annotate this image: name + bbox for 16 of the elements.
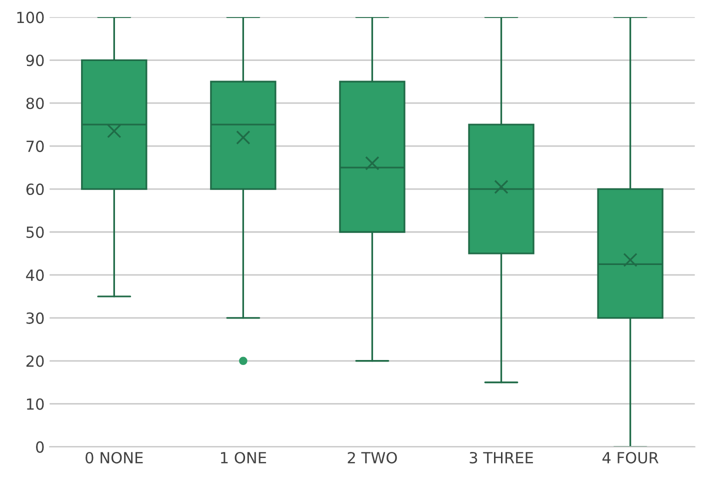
y-tick-label: 40 xyxy=(26,269,44,281)
x-tick-label: 4 FOUR xyxy=(602,452,658,464)
x-tick-label: 2 TWO xyxy=(348,452,397,464)
y-tick-label: 100 xyxy=(17,12,44,24)
y-tick-label: 60 xyxy=(26,184,44,196)
y-tick-label: 70 xyxy=(26,140,44,152)
y-tick-label: 30 xyxy=(26,312,44,324)
x-tick-label: 0 NONE xyxy=(86,452,143,464)
x-tick-label: 3 THREE xyxy=(470,452,533,464)
y-tick-label: 50 xyxy=(26,226,44,238)
y-tick-label: 10 xyxy=(27,398,44,410)
y-tick-label: 20 xyxy=(26,355,44,367)
y-tick-label: 80 xyxy=(26,98,44,110)
x-tick-label: 1 ONE xyxy=(221,452,266,464)
y-tick-label: 90 xyxy=(26,54,44,66)
y-tick-label: 0 xyxy=(36,441,44,453)
